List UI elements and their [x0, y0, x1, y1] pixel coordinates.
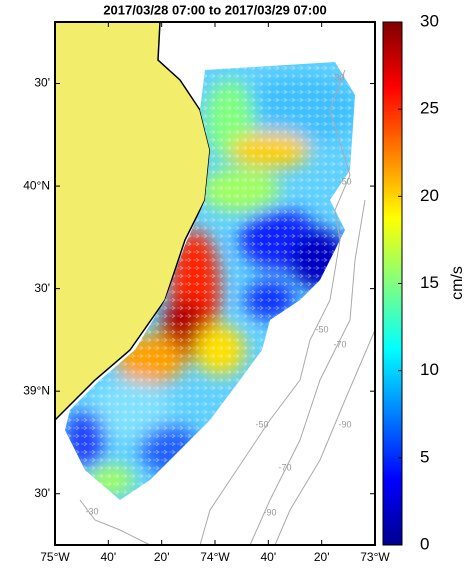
map-area — [54, 21, 376, 546]
x-tick-label: 40' — [261, 550, 277, 564]
x-tick-label: 73°W — [360, 550, 390, 564]
isobaths — [79, 69, 376, 546]
colorbar-tick-label: 5 — [420, 447, 429, 466]
colorbar-tick-label: 15 — [420, 273, 439, 292]
x-tick-label: 75°W — [40, 550, 70, 564]
contour-label: -30 — [85, 506, 98, 516]
contour-label: -70 — [333, 339, 346, 349]
contour-label: -50 — [338, 176, 351, 186]
x-tick-label: 40' — [101, 550, 117, 564]
y-tick-label: 30' — [34, 76, 50, 90]
land — [54, 21, 211, 422]
x-tick-label: 74°W — [200, 550, 230, 564]
colorbar-tick-label: 10 — [420, 360, 439, 379]
contour-label: -90 — [263, 507, 276, 517]
contour-label: -70 — [278, 462, 291, 472]
contour-label: -50 — [315, 324, 328, 334]
y-tick-label: 39°N — [23, 383, 50, 397]
x-tick-label: 20' — [154, 550, 170, 564]
colorbar-tick-label: 25 — [420, 99, 439, 118]
y-tick-label: 30' — [34, 281, 50, 295]
map-title: 2017/03/28 07:00 to 2017/03/29 07:00 — [103, 2, 326, 17]
contour-label: -90 — [338, 419, 351, 429]
y-tick-label: 30' — [34, 486, 50, 500]
y-tick-label: 40°N — [23, 178, 50, 192]
colorbar-tick-label: 30 — [420, 11, 439, 30]
contour-label: -30 — [331, 72, 344, 82]
colorbar-label: cm/s — [449, 266, 466, 300]
x-tick-label: 20' — [314, 550, 330, 564]
colorbar-tick-label: 20 — [420, 186, 439, 205]
colorbar-tick-label: 0 — [420, 534, 429, 553]
contour-label: -50 — [255, 419, 268, 429]
